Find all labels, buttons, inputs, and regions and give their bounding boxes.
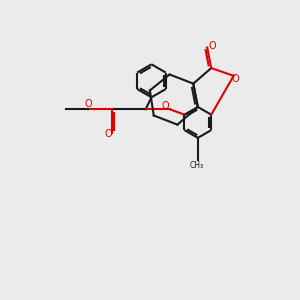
Text: O: O (162, 100, 170, 110)
Text: O: O (84, 99, 92, 109)
Text: CH₃: CH₃ (189, 161, 203, 170)
Text: O: O (208, 41, 216, 52)
Text: O: O (104, 129, 112, 139)
Text: O: O (231, 74, 239, 84)
